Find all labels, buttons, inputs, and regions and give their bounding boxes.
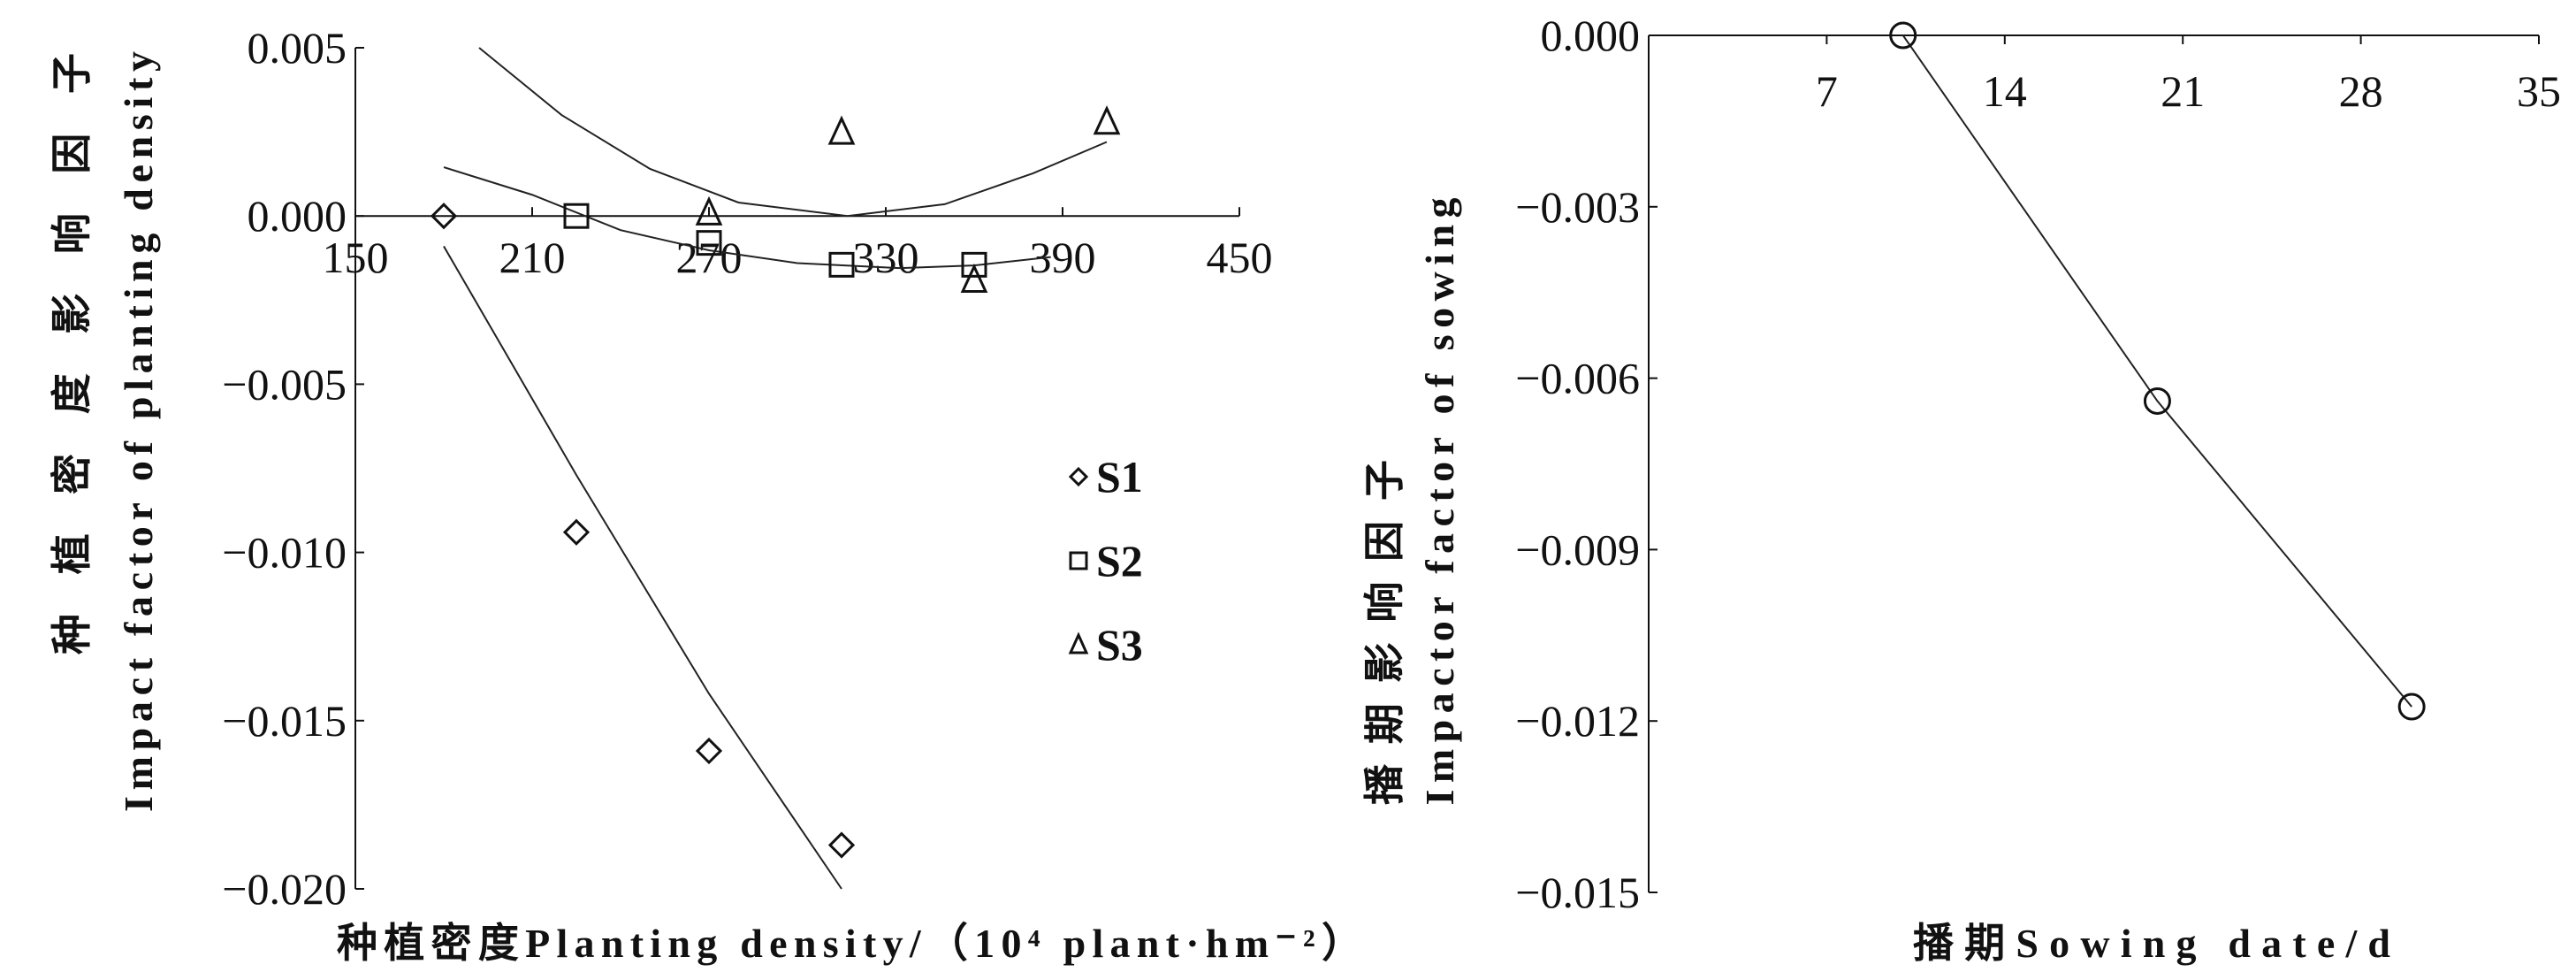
sowing-date-panel: 播期影响因子 Impactor factor of sowing 播期Sowin…	[1362, 11, 2561, 966]
y-tick-label: 0.000	[1541, 11, 1641, 60]
x-tick-label: 21	[2161, 66, 2205, 116]
data-point-s2	[696, 230, 722, 256]
fit-curve-s1	[443, 245, 842, 890]
y-tick-label: 0.005	[248, 23, 347, 73]
y-tick-label: −0.003	[1515, 182, 1640, 232]
data-point-s3	[1093, 105, 1121, 135]
x-tick-label: 35	[2517, 66, 2561, 116]
legend-label-s3: S3	[1096, 620, 1143, 670]
y-axis-title-en: Impact factor of planting density	[116, 51, 161, 812]
y-tick-label: −0.015	[1515, 868, 1640, 917]
data-point-s1	[695, 737, 723, 765]
data-point-s1	[827, 831, 856, 859]
x-axis-title: 播期Sowing date/d	[1913, 921, 2390, 966]
data-point-s2	[563, 203, 590, 229]
data-point	[2397, 693, 2426, 721]
x-tick-label: 7	[1816, 66, 1838, 116]
y-tick-label: 0.000	[248, 191, 347, 241]
x-tick-label: 270	[676, 233, 743, 282]
data-point-s2	[961, 251, 987, 278]
fit-curve-s3	[478, 47, 1108, 218]
legend-marker-s1	[1068, 466, 1089, 487]
x-tick-label: 450	[1207, 233, 1273, 282]
y-tick-label: −0.020	[222, 864, 347, 914]
data-point-s1	[430, 203, 458, 230]
x-tick-label: 210	[499, 233, 566, 282]
y-axis-title-cn: 种植密度影响因子	[50, 53, 95, 654]
data-point-s3	[695, 195, 723, 226]
data-point-s1	[562, 518, 591, 546]
y-tick-label: −0.012	[1515, 696, 1640, 746]
x-tick-label: 14	[1983, 66, 2027, 116]
data-point-s3	[827, 115, 856, 145]
data-point	[2143, 387, 2171, 415]
y-axis-title-cn: 播期影响因子	[1362, 460, 1407, 805]
legend-label-s1: S1	[1096, 452, 1143, 501]
series-line	[1902, 34, 2412, 708]
y-tick-label: −0.015	[222, 696, 347, 746]
legend-marker-s2	[1069, 551, 1088, 570]
y-axis-title-en: Impactor factor of sowing	[1417, 198, 1462, 806]
planting-density-panel: 种植密度影响因子 Impact factor of planting densi…	[50, 23, 1362, 966]
y-tick-label: −0.005	[222, 359, 347, 409]
x-tick-label: 330	[853, 233, 919, 282]
x-tick-label: 150	[323, 233, 389, 282]
legend-marker-s3	[1068, 631, 1089, 654]
x-axis-title: 种植密度Planting density/（10⁴ plant·hm⁻²）	[337, 921, 1362, 966]
y-tick-label: −0.006	[1515, 354, 1640, 403]
data-point-s3	[960, 263, 988, 293]
y-tick-label: −0.009	[1515, 524, 1640, 574]
data-point-s2	[828, 251, 855, 278]
x-tick-label: 28	[2339, 66, 2383, 116]
y-tick-label: −0.010	[222, 528, 347, 578]
legend-label-s2: S2	[1096, 536, 1143, 585]
data-point	[1889, 21, 1917, 50]
